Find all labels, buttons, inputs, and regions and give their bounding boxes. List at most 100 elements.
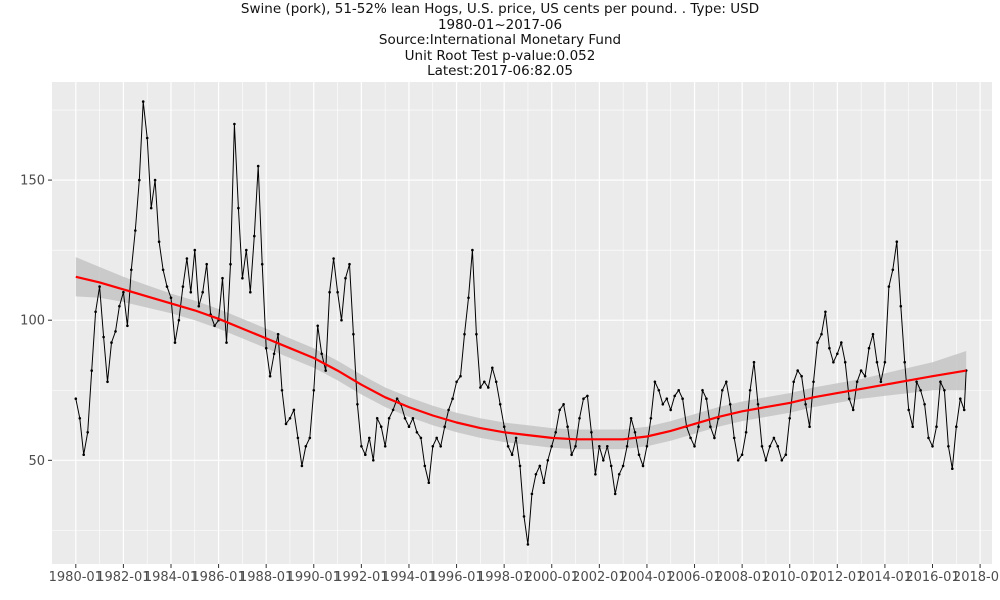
data-point — [526, 543, 530, 546]
data-point — [268, 374, 272, 378]
data-point — [348, 262, 351, 266]
data-point — [725, 380, 728, 384]
data-point — [360, 445, 363, 448]
x-tick-label: 1988-01 — [239, 570, 293, 585]
data-point — [625, 445, 629, 448]
data-point — [947, 445, 950, 448]
data-point — [645, 445, 649, 448]
x-tick-label: 1984-01 — [144, 570, 198, 585]
data-point — [907, 408, 910, 412]
x-tick-label: 2016-01 — [905, 570, 959, 585]
data-point — [554, 431, 557, 434]
data-point — [851, 408, 855, 412]
price-series-line — [75, 101, 967, 545]
data-point — [106, 380, 109, 384]
data-point — [245, 248, 248, 252]
data-point — [657, 389, 661, 392]
data-point — [701, 389, 704, 392]
data-point — [494, 380, 498, 384]
data-point — [871, 332, 875, 336]
data-point — [391, 408, 395, 412]
data-point — [249, 290, 252, 294]
data-point — [836, 352, 839, 356]
data-point — [943, 389, 946, 392]
x-tick-label: 1996-01 — [429, 570, 483, 585]
data-point — [387, 417, 391, 420]
data-point — [304, 445, 308, 448]
data-point — [792, 380, 795, 384]
data-point — [451, 397, 454, 401]
data-point — [332, 257, 335, 260]
data-point — [780, 459, 784, 462]
data-point — [665, 397, 669, 401]
data-point — [661, 403, 665, 406]
data-point — [292, 408, 296, 412]
title-line-5: Latest:2017-06:82.05 — [427, 63, 573, 79]
x-tick-label: 2012-01 — [810, 570, 864, 585]
x-tick-label: 2000-01 — [525, 570, 579, 585]
data-point — [185, 257, 189, 260]
data-point — [114, 330, 117, 333]
data-point — [193, 248, 197, 252]
data-point — [463, 332, 466, 336]
data-point — [796, 369, 799, 372]
data-point — [225, 341, 228, 344]
data-point — [479, 386, 482, 389]
data-point — [455, 380, 458, 384]
data-point — [300, 464, 304, 468]
data-point — [590, 431, 593, 434]
data-point — [328, 290, 331, 294]
y-tick-label: 50 — [28, 454, 45, 469]
data-point — [744, 431, 748, 434]
data-point — [919, 389, 922, 392]
data-point — [923, 403, 926, 406]
data-point — [721, 389, 724, 392]
data-point — [863, 374, 867, 378]
data-point — [808, 425, 811, 429]
data-point — [364, 453, 367, 457]
data-point — [828, 346, 831, 350]
data-point — [372, 459, 375, 462]
data-point — [272, 352, 276, 356]
data-point — [316, 324, 320, 328]
data-point — [613, 492, 617, 496]
data-point — [883, 360, 887, 364]
data-point — [784, 453, 788, 457]
data-point — [467, 296, 470, 300]
x-tick-label: 1986-01 — [191, 570, 245, 585]
data-point — [435, 436, 439, 440]
data-point — [312, 389, 316, 392]
data-point — [229, 262, 232, 266]
data-point — [213, 324, 216, 328]
data-point — [756, 403, 760, 406]
data-point — [959, 397, 962, 401]
data-point — [598, 445, 601, 448]
x-tick-label: 2004-01 — [620, 570, 674, 585]
x-tick-label: 1980-01 — [49, 570, 103, 585]
data-point — [594, 473, 597, 476]
data-point — [288, 417, 292, 420]
data-point — [375, 417, 379, 420]
data-point — [149, 206, 153, 210]
x-tick-label: 2006-01 — [667, 570, 721, 585]
data-point — [800, 374, 803, 378]
data-point — [506, 445, 510, 448]
data-point — [633, 431, 637, 434]
data-point — [431, 445, 435, 448]
data-point — [241, 276, 244, 280]
axis-layer: 50 100 150 1980-011982-011984-011986-011988… — [20, 174, 1000, 585]
data-point — [713, 436, 716, 440]
title-line-1: Swine (pork), 51-52% lean Hogs, U.S. pri… — [240, 1, 760, 17]
data-point — [955, 425, 958, 429]
data-point — [522, 515, 526, 518]
data-point — [459, 374, 462, 378]
data-point — [530, 492, 534, 496]
x-tick-label: 1990-01 — [287, 570, 341, 585]
data-point — [169, 296, 173, 300]
data-point — [161, 268, 165, 272]
y-tick-label: 100 — [20, 314, 45, 329]
data-point — [562, 403, 565, 406]
data-point — [233, 122, 236, 126]
data-point — [471, 248, 474, 252]
chart-title: Swine (pork), 51-52% lean Hogs, U.S. pri… — [0, 1, 1000, 80]
